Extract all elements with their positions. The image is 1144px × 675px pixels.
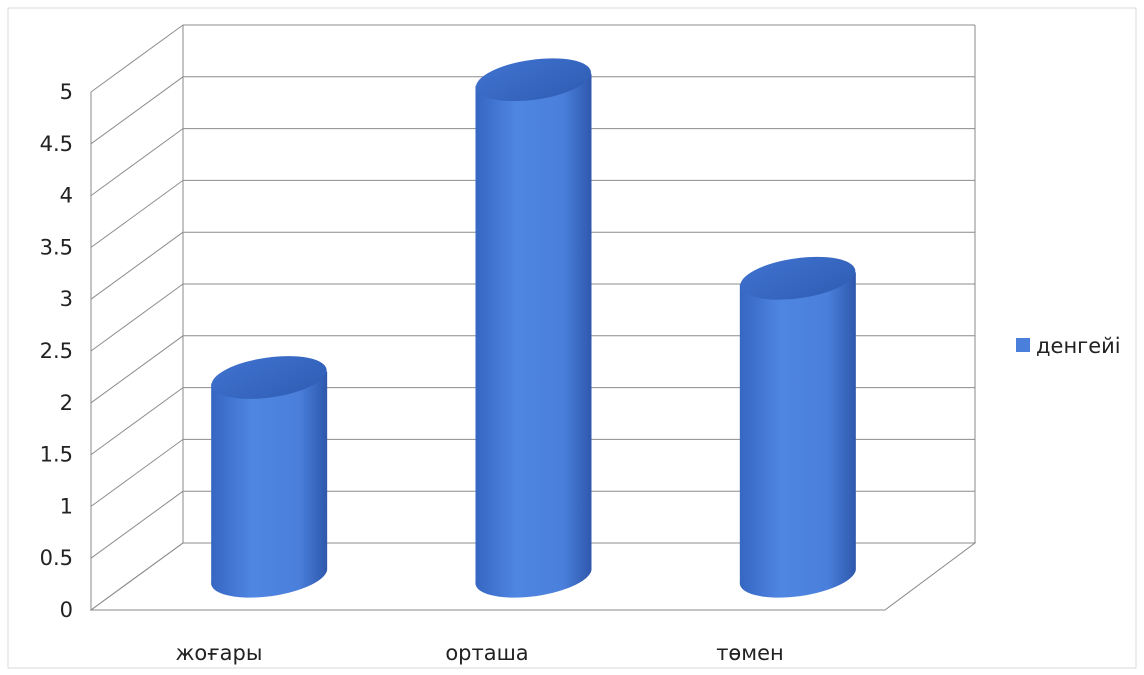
y-tick-label: 0.5 bbox=[40, 546, 73, 570]
y-tick-label: 4 bbox=[60, 184, 73, 208]
gridline-side bbox=[90, 76, 184, 145]
gridline-side bbox=[90, 387, 184, 456]
bar-top bbox=[740, 256, 856, 300]
x-category-label: төмен bbox=[716, 641, 784, 665]
y-tick-label: 0 bbox=[60, 598, 73, 622]
bar-top bbox=[475, 58, 592, 102]
x-category-label: орташа bbox=[445, 641, 528, 665]
gridline-side bbox=[90, 490, 184, 559]
x-category-label: жоғары bbox=[176, 641, 263, 665]
legend-swatch bbox=[1016, 338, 1030, 352]
y-tick-label: 1.5 bbox=[40, 443, 73, 467]
gridline-side bbox=[90, 231, 184, 300]
bars bbox=[211, 58, 856, 598]
y-tick-label: 3 bbox=[60, 287, 73, 311]
bar-body bbox=[739, 272, 856, 598]
y-tick-label: 1 bbox=[60, 494, 73, 518]
bar-body bbox=[475, 73, 592, 598]
legend-label: денгейі bbox=[1036, 334, 1121, 358]
gridline-side bbox=[90, 438, 184, 507]
y-tick-label: 4.5 bbox=[40, 132, 73, 156]
y-tick-label: 2.5 bbox=[40, 339, 73, 363]
y-axis-ticks: 0 0.5 1 1.5 2 2.5 3 3.5 4 4.5 5 bbox=[40, 80, 73, 622]
chart-border bbox=[7, 7, 1137, 669]
y-tick-label: 3.5 bbox=[40, 235, 73, 259]
legend: денгейі bbox=[1016, 334, 1121, 358]
bar-body bbox=[211, 371, 328, 598]
bar bbox=[211, 356, 328, 598]
gridline-side bbox=[90, 335, 184, 404]
y-tick-label: 2 bbox=[60, 391, 73, 415]
bar bbox=[475, 58, 592, 598]
y-tick-label: 5 bbox=[60, 80, 73, 104]
x-axis-labels: жоғары орташа төмен bbox=[176, 641, 784, 665]
gridline-side bbox=[90, 179, 184, 248]
gridline-side bbox=[90, 24, 184, 93]
bar bbox=[739, 256, 856, 598]
gridline-side bbox=[90, 283, 184, 352]
gridline-side bbox=[90, 542, 184, 611]
bar-top bbox=[211, 356, 327, 399]
gridline-side bbox=[90, 128, 184, 197]
